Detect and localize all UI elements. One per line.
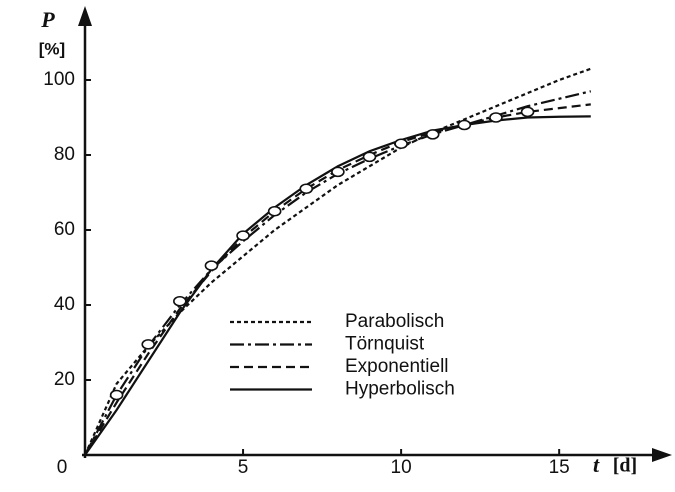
y-tick-label: 40	[54, 294, 75, 315]
data-point	[141, 339, 156, 350]
data-point	[204, 260, 219, 271]
series-line	[83, 67, 592, 456]
x-unit: [d]	[613, 455, 637, 477]
x-arrow	[652, 448, 672, 462]
data-point	[173, 295, 187, 307]
data-point	[109, 389, 124, 401]
data-point	[520, 106, 535, 118]
x-tick-label: 10	[391, 457, 412, 478]
data-point	[299, 183, 314, 195]
x-tick-label: 0	[57, 457, 68, 478]
legend-label: Törnquist	[345, 334, 425, 355]
data-point	[489, 112, 503, 123]
legend-label: Exponentiell	[345, 356, 449, 377]
y-tick-label: 20	[54, 369, 75, 390]
data-point	[331, 166, 345, 178]
legend-label: Hyperbolisch	[345, 379, 455, 400]
x-tick-label: 15	[549, 457, 570, 478]
data-point	[267, 205, 282, 217]
y-tick-label: 100	[43, 69, 75, 90]
series-line	[84, 115, 591, 456]
data-point	[394, 138, 408, 150]
data-point	[362, 151, 377, 163]
series-line	[84, 90, 592, 456]
y-tick-label: 60	[54, 219, 75, 240]
y-arrow	[78, 6, 92, 26]
series-line	[84, 103, 591, 456]
data-point	[425, 129, 440, 140]
x-label: t	[593, 452, 600, 477]
y-unit: [%]	[39, 39, 65, 58]
legend-label: Parabolisch	[345, 311, 444, 332]
data-point	[236, 230, 250, 241]
y-tick-label: 80	[54, 144, 75, 165]
x-tick-label: 5	[238, 457, 249, 478]
data-point	[457, 119, 472, 131]
y-label: P	[40, 7, 55, 32]
